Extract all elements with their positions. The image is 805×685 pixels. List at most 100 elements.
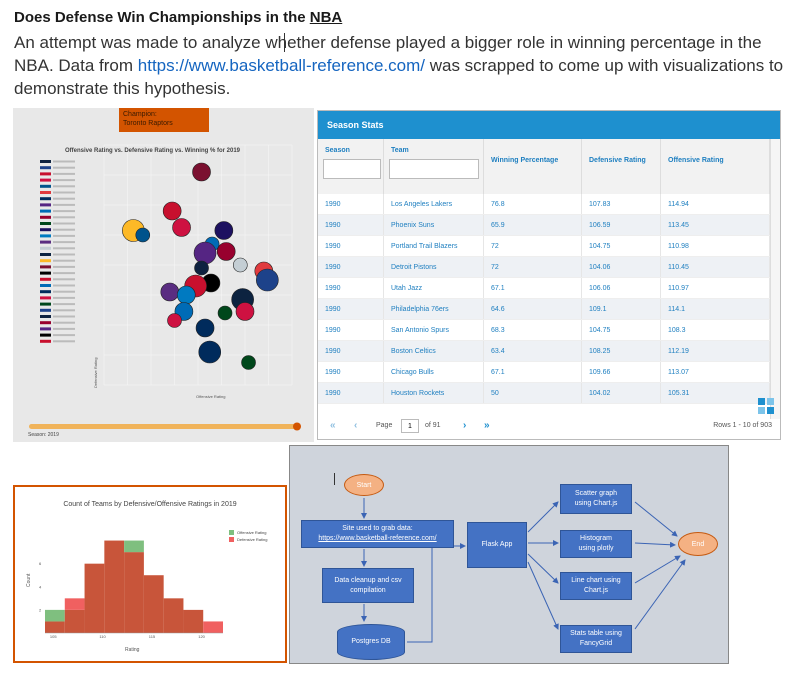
intro-url-link[interactable]: https://www.basketball-reference.com/ <box>137 56 425 75</box>
stats-table-header: Season Stats <box>318 111 780 139</box>
histogram-legend: Offensive Rating Defensive Rating <box>229 529 267 543</box>
col-header-season-label: Season <box>325 147 350 154</box>
col-header-winning-percentage[interactable]: Winning Percentage <box>484 139 582 194</box>
legend-offensive[interactable]: Offensive Rating <box>229 529 267 536</box>
champion-team: Toronto Raptors <box>123 120 173 127</box>
cell-team: Detroit Pistons <box>384 257 484 277</box>
cell-season: 1990 <box>318 194 384 214</box>
col-header-defensive-rating[interactable]: Defensive Rating <box>582 139 661 194</box>
first-page-icon[interactable]: « <box>330 420 336 431</box>
hist-bar-overlap <box>124 552 144 633</box>
scatter-point <box>241 355 256 370</box>
page-number-input[interactable] <box>401 419 419 433</box>
cell-team: Los Angeles Lakers <box>384 194 484 214</box>
cell-season: 1990 <box>318 257 384 277</box>
table-row[interactable]: 1990 Houston Rockets 50 104.02 105.31 <box>318 383 770 404</box>
site-node: Site used to grab data: https://www.bask… <box>301 520 454 548</box>
legend-swatch <box>40 327 51 331</box>
legend-entry-line <box>53 210 75 213</box>
table-row[interactable]: 1990 Detroit Pistons 72 104.06 110.45 <box>318 257 770 278</box>
legend-entry-line <box>53 296 75 299</box>
col-header-offensive-rating[interactable]: Offensive Rating <box>661 139 770 194</box>
scatter-point <box>216 242 236 261</box>
heading-text: Does Defense Win Championships in the <box>14 9 310 26</box>
start-node: Start <box>344 474 384 496</box>
hist-bar-overlap <box>64 609 85 633</box>
col-header-winning-label: Winning Percentage <box>491 157 559 164</box>
col-header-defensive-label: Defensive Rating <box>589 157 646 164</box>
hist-bar-offensive <box>124 540 144 553</box>
arrow-flask-table <box>527 561 559 630</box>
legend-swatch <box>40 240 51 244</box>
champion-box: Champion: Toronto Raptors <box>119 108 209 132</box>
postgres-db-node: Postgres DB <box>337 624 405 660</box>
hist-bar-overlap <box>163 598 184 633</box>
table-row[interactable]: 1990 Chicago Bulls 67.1 109.66 113.07 <box>318 362 770 383</box>
cell-defensive: 104.75 <box>582 320 661 340</box>
heading-link[interactable]: NBA <box>309 9 343 26</box>
cell-winning: 50 <box>484 383 582 403</box>
cell-offensive: 110.45 <box>661 257 770 277</box>
histogram-node: Histogram using plotly <box>560 530 632 558</box>
table-row[interactable]: 1990 Phoenix Suns 65.9 106.59 113.45 <box>318 215 770 236</box>
scatter-chart: Defensive Rating Offensive Rating <box>29 144 301 431</box>
table-row[interactable]: 1990 San Antonio Spurs 68.3 104.75 108.3 <box>318 320 770 341</box>
hist-xlabel: Rating <box>125 647 140 653</box>
cell-offensive: 108.3 <box>661 320 770 340</box>
legend-entry-line <box>53 222 75 225</box>
next-page-icon[interactable]: › <box>463 420 467 431</box>
legend-swatch <box>40 209 51 213</box>
legend-swatch <box>40 215 51 219</box>
grid-menu-icon[interactable] <box>758 398 774 414</box>
flask-app-node: Flask App <box>467 522 527 568</box>
cell-offensive: 112.19 <box>661 341 770 361</box>
page-heading: Does Defense Win Championships in the NB… <box>14 9 342 26</box>
table-row[interactable]: 1990 Utah Jazz 67.1 106.06 110.97 <box>318 278 770 299</box>
hist-bar-offensive <box>45 609 65 622</box>
table-row[interactable]: 1990 Boston Celtics 63.4 108.25 112.19 <box>318 341 770 362</box>
arrow-table-end <box>634 559 686 630</box>
hist-bar-overlap <box>104 540 125 633</box>
legend-entry-line <box>53 185 75 188</box>
intro-text-before: An attempt was made to analyze whether d… <box>14 33 762 75</box>
last-page-icon[interactable]: » <box>484 420 490 431</box>
col-header-team-label: Team <box>391 147 409 154</box>
arrow-flask-scatter <box>527 501 559 533</box>
season-slider-track <box>29 424 299 429</box>
legend-swatch <box>40 203 51 207</box>
cell-season: 1990 <box>318 278 384 298</box>
table-scrollbar[interactable] <box>770 139 780 419</box>
legend-entry-line <box>53 179 75 182</box>
cell-team: Houston Rockets <box>384 383 484 403</box>
table-row[interactable]: 1990 Philadelphia 76ers 64.6 109.1 114.1 <box>318 299 770 320</box>
legend-offensive-label: Offensive Rating <box>237 530 267 535</box>
table-row[interactable]: 1990 Portland Trail Blazers 72 104.75 110.98 <box>318 236 770 257</box>
legend-swatch <box>40 178 51 182</box>
legend-swatch <box>40 271 51 275</box>
legend-entry-line <box>53 272 75 275</box>
col-header-season[interactable]: Season <box>318 139 384 194</box>
histogram-chart: 105 110 115 120 2 4 6 Rating Count <box>26 540 223 653</box>
scatter-ylabel: Defensive Rating <box>93 358 98 388</box>
team-filter-input[interactable] <box>389 159 479 179</box>
legend-swatch <box>40 253 51 256</box>
cell-season: 1990 <box>318 320 384 340</box>
legend-entry-line <box>53 290 75 293</box>
legend-defensive-label: Defensive Rating <box>237 537 268 542</box>
legend-swatch <box>40 277 51 281</box>
table-row[interactable]: 1990 Los Angeles Lakers 76.8 107.83 114.94 <box>318 194 770 215</box>
cell-team: Chicago Bulls <box>384 362 484 382</box>
legend-entry-line <box>53 228 75 231</box>
legend-defensive[interactable]: Defensive Rating <box>229 536 267 543</box>
cell-defensive: 106.06 <box>582 278 661 298</box>
intro-text-after: was scrapped to come up with visualizati… <box>14 56 784 98</box>
site-node-url[interactable]: https://www.basketball-reference.com/ <box>318 535 437 542</box>
legend-swatch <box>40 228 51 232</box>
cell-season: 1990 <box>318 341 384 361</box>
season-filter-input[interactable] <box>323 159 381 179</box>
prev-page-icon[interactable]: ‹ <box>354 420 358 431</box>
hist-bar-overlap <box>143 575 164 633</box>
legend-swatch <box>40 222 51 225</box>
col-header-team[interactable]: Team <box>384 139 484 194</box>
legend-entry-line <box>53 278 75 281</box>
